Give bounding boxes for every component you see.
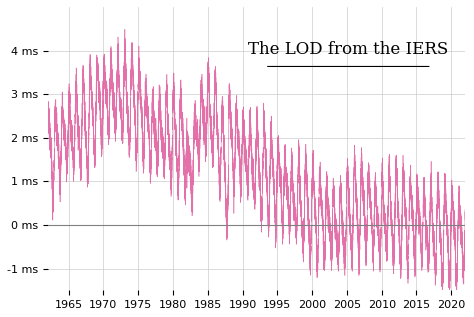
Text: The LOD from the IERS: The LOD from the IERS [248, 41, 448, 58]
